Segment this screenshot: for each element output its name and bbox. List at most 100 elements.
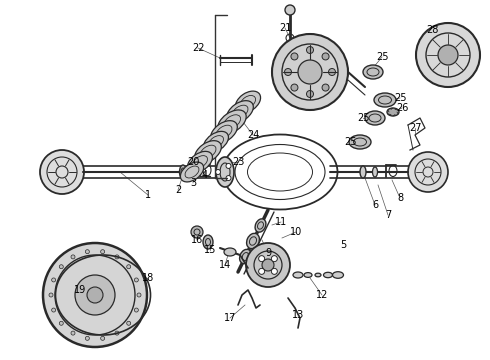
Text: 13: 13 <box>292 310 304 320</box>
Circle shape <box>115 255 119 259</box>
Text: 23: 23 <box>232 157 244 167</box>
Ellipse shape <box>222 135 338 210</box>
Text: 19: 19 <box>74 285 86 295</box>
Ellipse shape <box>218 110 246 134</box>
Text: 1: 1 <box>145 190 151 200</box>
Ellipse shape <box>363 65 383 79</box>
Text: 14: 14 <box>219 260 231 270</box>
Ellipse shape <box>216 157 234 187</box>
Circle shape <box>51 308 56 312</box>
Circle shape <box>137 293 141 297</box>
Text: 25: 25 <box>357 113 369 123</box>
Ellipse shape <box>323 272 333 278</box>
Text: 16: 16 <box>191 235 203 245</box>
Circle shape <box>216 170 220 175</box>
Circle shape <box>40 150 84 194</box>
Text: 25: 25 <box>376 52 388 62</box>
Circle shape <box>59 265 63 269</box>
Ellipse shape <box>203 131 228 153</box>
Text: 25: 25 <box>394 93 406 103</box>
Circle shape <box>328 68 336 76</box>
Circle shape <box>75 275 115 315</box>
Text: 24: 24 <box>247 130 259 140</box>
Circle shape <box>71 331 75 335</box>
Circle shape <box>285 5 295 15</box>
Circle shape <box>51 278 56 282</box>
Text: 2: 2 <box>175 185 181 195</box>
Circle shape <box>322 84 329 91</box>
Ellipse shape <box>180 162 204 182</box>
Ellipse shape <box>374 93 396 107</box>
Text: 18: 18 <box>142 273 154 283</box>
Circle shape <box>100 250 105 254</box>
Ellipse shape <box>235 91 261 113</box>
Circle shape <box>322 53 329 60</box>
Circle shape <box>71 255 75 259</box>
Circle shape <box>271 256 277 262</box>
Text: 26: 26 <box>396 103 408 113</box>
Ellipse shape <box>227 101 253 123</box>
Ellipse shape <box>246 233 259 249</box>
Ellipse shape <box>203 235 213 249</box>
Ellipse shape <box>293 272 303 278</box>
Text: 15: 15 <box>204 245 216 255</box>
Ellipse shape <box>333 272 343 278</box>
Text: 22: 22 <box>192 43 204 53</box>
Text: 10: 10 <box>290 227 302 237</box>
Text: 28: 28 <box>426 25 438 35</box>
Text: 8: 8 <box>397 193 403 203</box>
Circle shape <box>408 152 448 192</box>
Ellipse shape <box>360 166 366 178</box>
Circle shape <box>271 268 277 274</box>
Circle shape <box>259 256 265 262</box>
Circle shape <box>43 243 147 347</box>
Circle shape <box>87 287 103 303</box>
Ellipse shape <box>192 167 196 177</box>
Ellipse shape <box>179 165 187 179</box>
Circle shape <box>298 60 322 84</box>
Ellipse shape <box>387 108 399 116</box>
Text: 4: 4 <box>202 170 208 180</box>
Text: 9: 9 <box>265 248 271 258</box>
Ellipse shape <box>349 135 371 149</box>
Circle shape <box>291 84 298 91</box>
Ellipse shape <box>195 141 221 163</box>
Text: 21: 21 <box>279 23 291 33</box>
Text: 27: 27 <box>409 123 421 133</box>
Ellipse shape <box>315 273 321 277</box>
Text: 5: 5 <box>340 240 346 250</box>
Circle shape <box>127 265 131 269</box>
Circle shape <box>438 45 458 65</box>
Text: 25: 25 <box>344 137 356 147</box>
Ellipse shape <box>188 151 213 173</box>
Circle shape <box>115 331 119 335</box>
Circle shape <box>262 259 274 271</box>
Ellipse shape <box>240 249 251 264</box>
Ellipse shape <box>224 248 236 256</box>
Circle shape <box>272 34 348 110</box>
Text: 3: 3 <box>190 178 196 188</box>
Ellipse shape <box>372 167 377 177</box>
Circle shape <box>85 250 89 254</box>
Circle shape <box>191 226 203 238</box>
Ellipse shape <box>211 121 237 143</box>
Circle shape <box>85 336 89 340</box>
Circle shape <box>307 46 314 54</box>
Circle shape <box>416 23 480 87</box>
Circle shape <box>226 163 231 168</box>
Ellipse shape <box>304 273 312 278</box>
Circle shape <box>134 278 138 282</box>
Text: 6: 6 <box>372 200 378 210</box>
Circle shape <box>285 68 292 76</box>
Circle shape <box>127 321 131 325</box>
Circle shape <box>49 293 53 297</box>
Text: 7: 7 <box>385 210 391 220</box>
Circle shape <box>246 243 290 287</box>
Text: 17: 17 <box>224 313 236 323</box>
Circle shape <box>134 308 138 312</box>
Text: 11: 11 <box>275 217 287 227</box>
Ellipse shape <box>365 111 385 125</box>
Circle shape <box>291 53 298 60</box>
Circle shape <box>100 336 105 340</box>
Circle shape <box>307 90 314 98</box>
